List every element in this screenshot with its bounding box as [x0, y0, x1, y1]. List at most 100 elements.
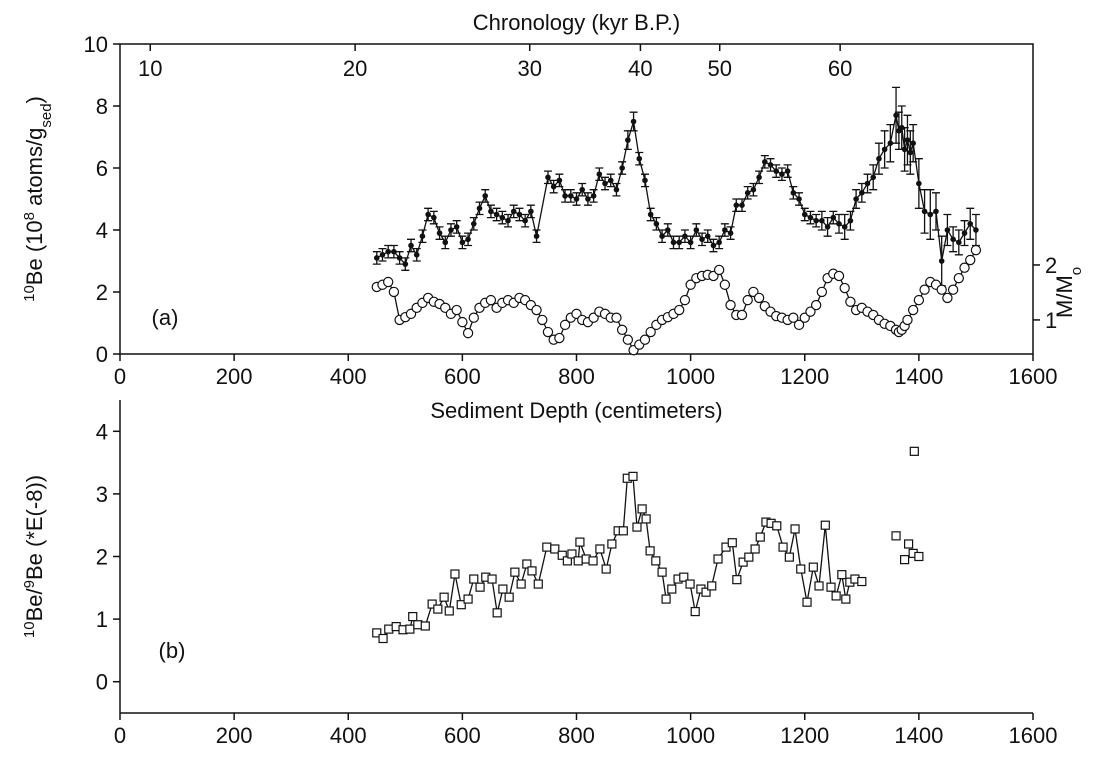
point [756, 174, 762, 181]
point [727, 230, 734, 236]
point [575, 537, 585, 547]
point [772, 521, 782, 531]
point [701, 587, 711, 597]
point [396, 255, 403, 261]
point [910, 140, 916, 146]
point [845, 296, 856, 307]
point [790, 190, 797, 196]
point [679, 294, 691, 306]
point [451, 304, 462, 316]
point [444, 606, 454, 616]
point [744, 190, 751, 196]
point [876, 155, 882, 162]
point [585, 196, 591, 202]
point [839, 282, 850, 294]
point [970, 244, 982, 256]
x-tick-label: 600 [444, 364, 481, 389]
point [961, 230, 968, 236]
point [542, 542, 552, 552]
point [595, 544, 605, 554]
point [742, 294, 753, 306]
y-tick-label: 8 [96, 94, 108, 119]
y-axis-title-part: Be (*E(-8)) [22, 475, 47, 580]
point [904, 539, 914, 549]
point [487, 574, 497, 584]
point [679, 572, 689, 582]
point [744, 552, 754, 562]
point [944, 227, 951, 233]
point [857, 576, 867, 587]
x-tick-label: 0 [114, 364, 126, 389]
point [732, 575, 742, 585]
point [841, 224, 848, 230]
point [641, 514, 651, 524]
point [628, 471, 638, 481]
point [950, 236, 956, 243]
point [690, 606, 700, 617]
point [750, 544, 760, 554]
point [433, 604, 443, 614]
point [859, 190, 865, 196]
point [602, 180, 608, 187]
x-tick-label: 1200 [780, 723, 829, 748]
point [653, 221, 660, 227]
point [727, 538, 737, 548]
point [516, 579, 526, 589]
y-axis-title-part: Be (10 [22, 220, 47, 285]
point [807, 214, 814, 221]
point [900, 555, 910, 565]
y-tick-label: 4 [96, 419, 108, 444]
x-tick-label: 1600 [1009, 723, 1058, 748]
point [790, 524, 800, 534]
point [475, 582, 485, 592]
point [625, 137, 631, 143]
point [651, 556, 661, 566]
point [499, 214, 506, 221]
point [388, 286, 400, 298]
point [527, 566, 537, 576]
y-axis-title: 10Be/9Be (*E(-8)) [21, 475, 48, 638]
point [408, 611, 418, 622]
point [967, 221, 974, 227]
point [704, 233, 711, 239]
point [670, 239, 677, 246]
point [773, 168, 780, 174]
x2-tick-label: 10 [138, 56, 162, 81]
point [562, 193, 568, 199]
point [959, 262, 970, 273]
point [933, 208, 939, 215]
point [550, 183, 557, 190]
point [733, 202, 740, 208]
point [431, 214, 437, 221]
point [682, 233, 688, 239]
point [607, 177, 614, 184]
point [936, 284, 947, 295]
point [864, 180, 871, 187]
point [622, 334, 634, 345]
y2-tick-label: 2 [1045, 253, 1057, 278]
y-tick-label: 1 [96, 607, 108, 632]
point [909, 446, 919, 456]
point [919, 284, 930, 295]
point [887, 140, 894, 146]
point [470, 221, 477, 227]
point [613, 186, 620, 193]
point [813, 217, 819, 224]
point [573, 556, 583, 566]
point [699, 236, 705, 243]
point [674, 304, 685, 316]
y-tick-label: 2 [96, 280, 108, 305]
point [973, 227, 979, 233]
point [542, 326, 554, 338]
y2-axis-title-part: o [1068, 267, 1085, 275]
point [647, 211, 654, 218]
point [413, 620, 423, 630]
point [425, 211, 431, 218]
point [510, 567, 520, 577]
y-tick-label: 3 [96, 482, 108, 507]
point [379, 252, 386, 258]
point [463, 594, 473, 604]
point [468, 312, 479, 323]
point [927, 211, 934, 218]
